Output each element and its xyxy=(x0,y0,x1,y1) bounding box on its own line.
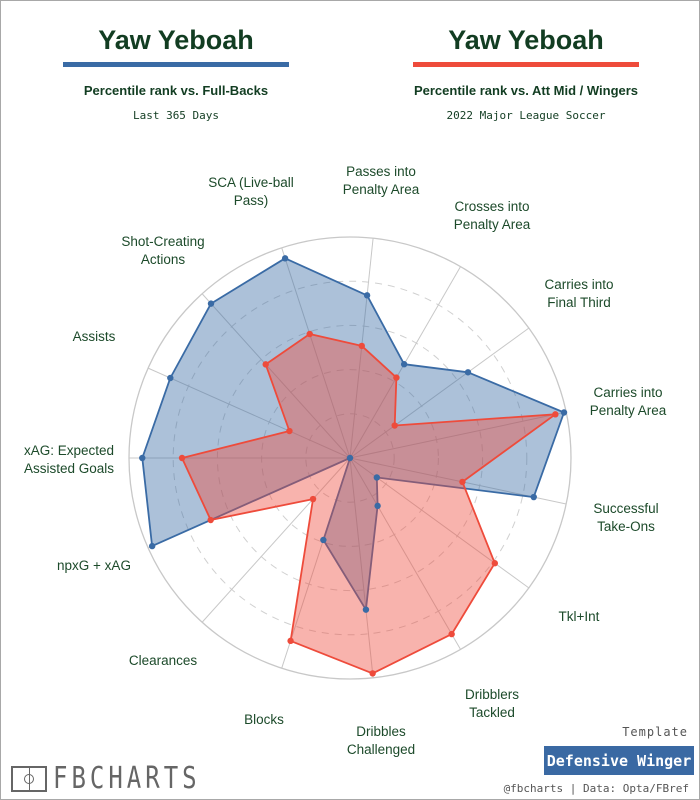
axis-label: Dribbles Challenged xyxy=(347,724,415,757)
right-period: 2022 Major League Soccer xyxy=(446,109,606,122)
pitch-icon xyxy=(11,765,47,792)
left-period: Last 365 Days xyxy=(132,109,220,122)
series-1-point xyxy=(374,502,381,510)
axis-label: Crosses into Penalty Area xyxy=(454,199,531,232)
series-2-point xyxy=(306,330,313,338)
series-1-point xyxy=(362,606,370,613)
series-1-point xyxy=(560,409,568,416)
grid-ring xyxy=(172,280,528,636)
spoke xyxy=(147,367,351,459)
right-player-name: Yaw Yeboah xyxy=(448,25,604,55)
logo-text: FBCHARTS xyxy=(53,761,201,796)
series-1-point xyxy=(207,300,215,307)
series-2-point xyxy=(552,411,559,418)
right-color-bar xyxy=(413,62,639,67)
series-2-point xyxy=(178,454,186,462)
series-1-point xyxy=(320,536,327,544)
series-2-point xyxy=(369,670,376,677)
axis-label: Clearances xyxy=(129,653,198,668)
axis-label: Dribblers Tackled xyxy=(465,687,519,720)
series-2-point xyxy=(391,422,398,429)
axis-label: Passes into Penalty Area xyxy=(343,164,420,197)
axis-label: Blocks xyxy=(244,712,284,727)
axis-label: xAG: Expected Assisted Goals xyxy=(24,443,114,476)
series-2-point xyxy=(491,560,499,567)
axis-label: Carries into Penalty Area xyxy=(590,385,667,418)
axis-label: Shot-Creating Actions xyxy=(121,234,204,267)
series-2-point xyxy=(262,361,269,368)
series-2-point xyxy=(207,516,214,524)
axis-label: Tkl+Int xyxy=(559,609,600,624)
series-2-point xyxy=(287,637,294,645)
series-2-point xyxy=(309,495,317,503)
axis-label: Carries into Final Third xyxy=(544,277,613,310)
series-2-point xyxy=(393,374,400,381)
axis-label: Successful Take-Ons xyxy=(593,501,658,534)
left-player-name: Yaw Yeboah xyxy=(98,25,254,55)
series-1-point xyxy=(281,255,289,262)
spoke xyxy=(201,457,351,623)
series-1-point xyxy=(167,374,174,382)
spoke xyxy=(201,293,351,459)
credit-text: @fbcharts | Data: Opta/FBref xyxy=(503,782,689,795)
spoke xyxy=(281,247,351,459)
right-subtitle: Percentile rank vs. Att Mid / Wingers xyxy=(413,83,639,98)
series-1-point xyxy=(346,454,354,462)
spoke xyxy=(349,457,461,650)
grid-ring xyxy=(305,413,395,503)
axis-label: npxG + xAG xyxy=(57,558,131,573)
spoke xyxy=(349,457,374,678)
series-1-point xyxy=(400,361,408,368)
spoke xyxy=(349,411,567,459)
spoke xyxy=(349,457,530,589)
series-2-point xyxy=(358,342,365,350)
series-2-area xyxy=(181,333,557,675)
axis-label: SCA (Live-ball Pass) xyxy=(208,175,294,208)
series-1-point xyxy=(373,474,381,481)
series-1-point xyxy=(464,369,472,376)
series-1-point xyxy=(363,292,371,299)
series-1-point xyxy=(148,542,156,550)
series-1-area xyxy=(141,257,565,611)
left-subtitle: Percentile rank vs. Full-Backs xyxy=(83,83,269,98)
series-2-point xyxy=(448,630,455,638)
template-badge: Defensive Winger xyxy=(544,746,694,775)
left-color-bar xyxy=(63,62,289,67)
series-1-point xyxy=(530,493,537,501)
template-label: Template xyxy=(622,725,688,739)
series-2-point xyxy=(286,427,293,435)
series-1-point xyxy=(139,454,146,462)
series-2-point xyxy=(459,478,466,486)
fbcharts-logo: FBCHARTS xyxy=(11,761,238,796)
axis-label: Assists xyxy=(73,329,116,344)
spoke xyxy=(349,327,530,459)
